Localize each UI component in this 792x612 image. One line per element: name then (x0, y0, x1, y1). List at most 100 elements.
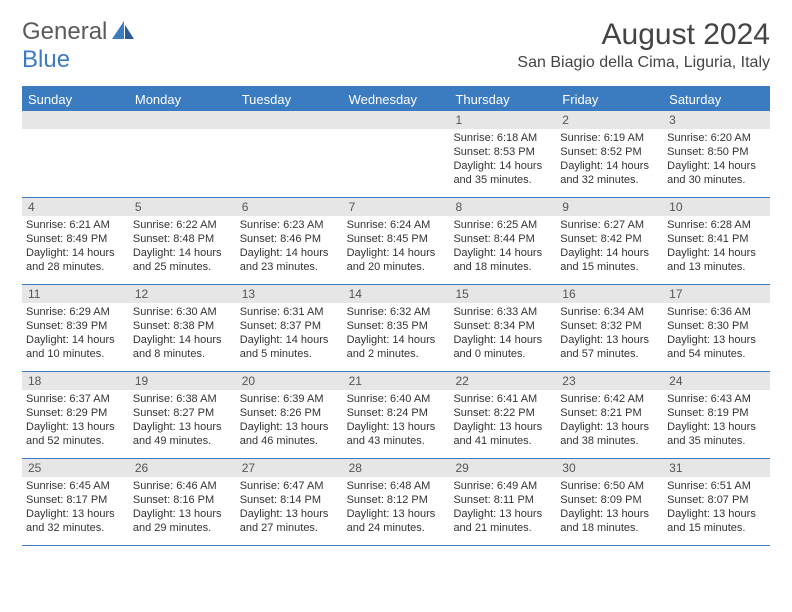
day-body: Sunrise: 6:22 AMSunset: 8:48 PMDaylight:… (129, 218, 236, 277)
day-body: Sunrise: 6:27 AMSunset: 8:42 PMDaylight:… (556, 218, 663, 277)
day-number: 19 (129, 372, 236, 390)
day-body: Sunrise: 6:50 AMSunset: 8:09 PMDaylight:… (556, 479, 663, 538)
daylight-text: Daylight: 14 hours and 23 minutes. (240, 246, 339, 274)
day-number: 4 (22, 198, 129, 216)
day-body: Sunrise: 6:32 AMSunset: 8:35 PMDaylight:… (343, 305, 450, 364)
sunset-text: Sunset: 8:24 PM (347, 406, 446, 420)
day-body: Sunrise: 6:34 AMSunset: 8:32 PMDaylight:… (556, 305, 663, 364)
day-cell: 22 Sunrise: 6:41 AMSunset: 8:22 PMDayligh… (449, 372, 556, 458)
day-body: Sunrise: 6:41 AMSunset: 8:22 PMDaylight:… (449, 392, 556, 451)
week-row: 4Sunrise: 6:21 AMSunset: 8:49 PMDaylight… (22, 198, 770, 285)
day-body: Sunrise: 6:42 AMSunset: 8:21 PMDaylight:… (556, 392, 663, 451)
day-cell: 23 Sunrise: 6:42 AMSunset: 8:21 PMDayligh… (556, 372, 663, 458)
daylight-text: Daylight: 14 hours and 8 minutes. (133, 333, 232, 361)
day-number: 20 (236, 372, 343, 390)
month-title: August 2024 (517, 18, 770, 52)
daylight-text: Daylight: 13 hours and 57 minutes. (560, 333, 659, 361)
daylight-text: Daylight: 13 hours and 35 minutes. (667, 420, 766, 448)
week-row: 18Sunrise: 6:37 AMSunset: 8:29 PMDayligh… (22, 372, 770, 459)
day-cell: 28Sunrise: 6:48 AMSunset: 8:12 PMDayligh… (343, 459, 450, 545)
daylight-text: Daylight: 14 hours and 20 minutes. (347, 246, 446, 274)
day-number: 14 (343, 285, 450, 303)
day-number: 8 (449, 198, 556, 216)
sunset-text: Sunset: 8:29 PM (26, 406, 125, 420)
day-cell: 21Sunrise: 6:40 AMSunset: 8:24 PMDayligh… (343, 372, 450, 458)
daylight-text: Daylight: 13 hours and 18 minutes. (560, 507, 659, 535)
day-number: 9 (556, 198, 663, 216)
daylight-text: Daylight: 13 hours and 49 minutes. (133, 420, 232, 448)
day-number: . (236, 111, 343, 129)
day-cell: 20Sunrise: 6:39 AMSunset: 8:26 PMDayligh… (236, 372, 343, 458)
day-body: Sunrise: 6:47 AMSunset: 8:14 PMDaylight:… (236, 479, 343, 538)
sunrise-text: Sunrise: 6:18 AM (453, 131, 552, 145)
logo: General (22, 18, 136, 46)
day-number: 23 (556, 372, 663, 390)
sunset-text: Sunset: 8:39 PM (26, 319, 125, 333)
calendar: SundayMondayTuesdayWednesdayThursdayFrid… (22, 86, 770, 546)
sunset-text: Sunset: 8:37 PM (240, 319, 339, 333)
sunrise-text: Sunrise: 6:41 AM (453, 392, 552, 406)
sunrise-text: Sunrise: 6:37 AM (26, 392, 125, 406)
day-cell: . (343, 111, 450, 197)
day-cell: 12Sunrise: 6:30 AMSunset: 8:38 PMDayligh… (129, 285, 236, 371)
day-cell: 15Sunrise: 6:33 AMSunset: 8:34 PMDayligh… (449, 285, 556, 371)
daylight-text: Daylight: 14 hours and 30 minutes. (667, 159, 766, 187)
sunrise-text: Sunrise: 6:19 AM (560, 131, 659, 145)
sunset-text: Sunset: 8:35 PM (347, 319, 446, 333)
day-cell: 17 Sunrise: 6:36 AMSunset: 8:30 PMDayligh… (663, 285, 770, 371)
sunrise-text: Sunrise: 6:50 AM (560, 479, 659, 493)
day-number: 17 (663, 285, 770, 303)
day-body: Sunrise: 6:25 AMSunset: 8:44 PMDaylight:… (449, 218, 556, 277)
sunset-text: Sunset: 8:22 PM (453, 406, 552, 420)
sunset-text: Sunset: 8:09 PM (560, 493, 659, 507)
sunrise-text: Sunrise: 6:33 AM (453, 305, 552, 319)
day-cell: 6Sunrise: 6:23 AMSunset: 8:46 PMDaylight… (236, 198, 343, 284)
day-number: 7 (343, 198, 450, 216)
title-block: August 2024 San Biagio della Cima, Ligur… (517, 18, 770, 72)
day-body: Sunrise: 6:31 AMSunset: 8:37 PMDaylight:… (236, 305, 343, 364)
sunrise-text: Sunrise: 6:30 AM (133, 305, 232, 319)
daylight-text: Daylight: 13 hours and 21 minutes. (453, 507, 552, 535)
day-cell: 16Sunrise: 6:34 AMSunset: 8:32 PMDayligh… (556, 285, 663, 371)
day-cell: 4Sunrise: 6:21 AMSunset: 8:49 PMDaylight… (22, 198, 129, 284)
daylight-text: Daylight: 13 hours and 43 minutes. (347, 420, 446, 448)
day-cell: 10Sunrise: 6:28 AMSunset: 8:41 PMDayligh… (663, 198, 770, 284)
day-number: 11 (22, 285, 129, 303)
sunrise-text: Sunrise: 6:29 AM (26, 305, 125, 319)
sunrise-text: Sunrise: 6:20 AM (667, 131, 766, 145)
day-cell: . (22, 111, 129, 197)
sunset-text: Sunset: 8:26 PM (240, 406, 339, 420)
day-number: 15 (449, 285, 556, 303)
sunrise-text: Sunrise: 6:34 AM (560, 305, 659, 319)
daylight-text: Daylight: 14 hours and 10 minutes. (26, 333, 125, 361)
day-number: 26 (129, 459, 236, 477)
sunset-text: Sunset: 8:52 PM (560, 145, 659, 159)
day-body: Sunrise: 6:36 AMSunset: 8:30 PMDaylight:… (663, 305, 770, 364)
sunset-text: Sunset: 8:42 PM (560, 232, 659, 246)
day-number: 22 (449, 372, 556, 390)
sunrise-text: Sunrise: 6:32 AM (347, 305, 446, 319)
sunrise-text: Sunrise: 6:48 AM (347, 479, 446, 493)
day-cell: 27Sunrise: 6:47 AMSunset: 8:14 PMDayligh… (236, 459, 343, 545)
daylight-text: Daylight: 14 hours and 5 minutes. (240, 333, 339, 361)
day-body: Sunrise: 6:40 AMSunset: 8:24 PMDaylight:… (343, 392, 450, 451)
sunset-text: Sunset: 8:45 PM (347, 232, 446, 246)
logo-text-blue: Blue (22, 46, 70, 73)
daylight-text: Daylight: 14 hours and 32 minutes. (560, 159, 659, 187)
day-body: Sunrise: 6:37 AMSunset: 8:29 PMDaylight:… (22, 392, 129, 451)
day-number: 10 (663, 198, 770, 216)
sunrise-text: Sunrise: 6:22 AM (133, 218, 232, 232)
sunset-text: Sunset: 8:38 PM (133, 319, 232, 333)
day-number: 13 (236, 285, 343, 303)
sunset-text: Sunset: 8:34 PM (453, 319, 552, 333)
daylight-text: Daylight: 13 hours and 32 minutes. (26, 507, 125, 535)
day-number: 18 (22, 372, 129, 390)
daylight-text: Daylight: 13 hours and 46 minutes. (240, 420, 339, 448)
sunrise-text: Sunrise: 6:23 AM (240, 218, 339, 232)
day-cell: 29Sunrise: 6:49 AMSunset: 8:11 PMDayligh… (449, 459, 556, 545)
sunset-text: Sunset: 8:32 PM (560, 319, 659, 333)
weekday-monday: Monday (129, 88, 236, 111)
day-number: 31 (663, 459, 770, 477)
weekday-sunday: Sunday (22, 88, 129, 111)
sunrise-text: Sunrise: 6:46 AM (133, 479, 232, 493)
